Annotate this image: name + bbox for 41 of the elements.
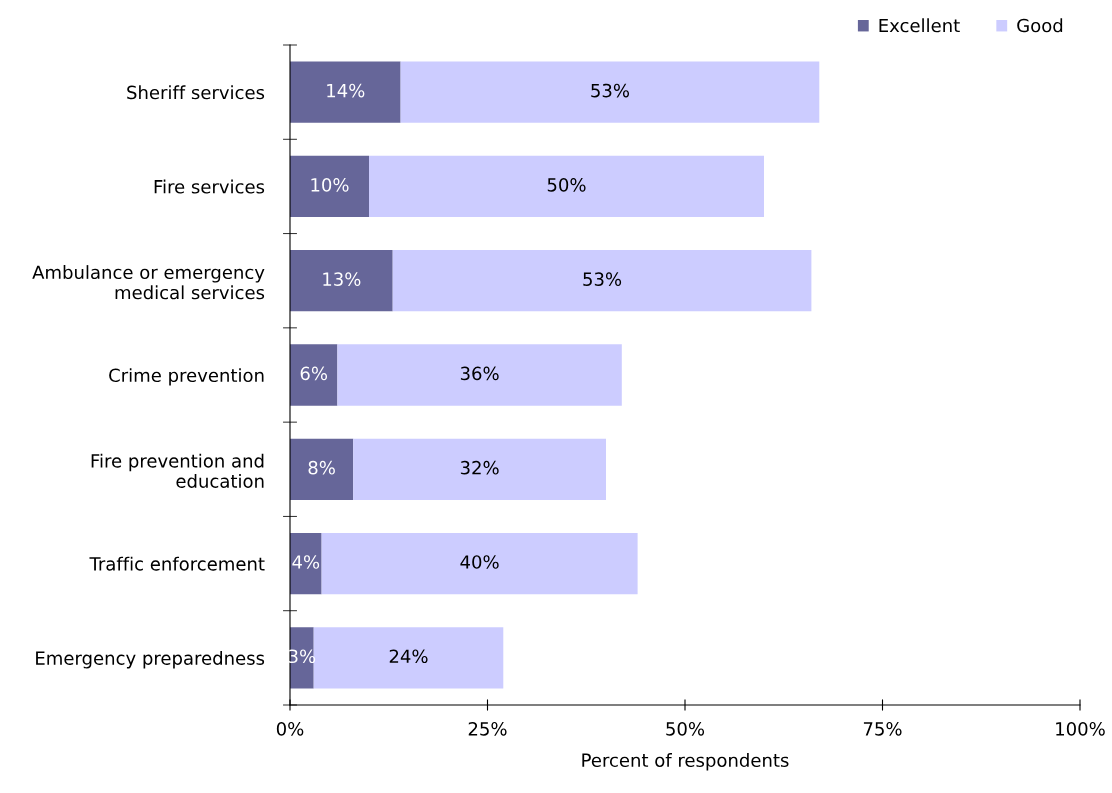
data-label: 40%	[460, 555, 499, 569]
x-axis-title: Percent of respondents	[582, 753, 789, 771]
bar	[290, 344, 338, 406]
legend-label: Excellent	[879, 18, 960, 33]
data-label: 8%	[308, 460, 335, 475]
bar	[313, 627, 504, 689]
bar	[369, 155, 764, 218]
x-tick-label: 75%	[863, 721, 902, 736]
bar	[321, 532, 638, 595]
data-label: 24%	[389, 649, 428, 664]
y-tick-label: Crime prevention	[109, 368, 264, 386]
bar	[290, 532, 322, 595]
x-tick-label: 50%	[666, 721, 705, 736]
data-label: 50%	[547, 178, 586, 192]
bar	[337, 344, 622, 406]
bar	[400, 61, 820, 123]
data-label: 53%	[591, 83, 630, 98]
bar	[290, 61, 401, 123]
data-label: 14%	[327, 83, 365, 98]
bar	[290, 438, 354, 500]
bar	[353, 438, 606, 500]
x-tick-label: 25%	[468, 721, 507, 736]
y-tick-label: Fire prevention and education	[91, 453, 264, 488]
data-label: 32%	[460, 460, 499, 475]
data-label: 13%	[323, 272, 361, 286]
bar	[290, 250, 393, 312]
data-label: 36%	[460, 366, 499, 381]
data-label: 4%	[292, 555, 320, 569]
bar	[392, 250, 812, 312]
y-tick-label: Fire services	[154, 179, 265, 194]
data-label: 53%	[583, 272, 622, 286]
y-tick-label: Emergency preparedness	[36, 651, 265, 669]
data-label: 6%	[300, 366, 328, 381]
x-tick-label: 100%	[1056, 721, 1105, 736]
y-tick-label: Sheriff services	[127, 85, 265, 100]
legend-label: Good	[1017, 18, 1063, 33]
x-tick-label: 0%	[276, 721, 304, 736]
y-tick-label: Ambulance or emergency medical services	[32, 265, 265, 300]
y-tick-label: Traffic enforcement	[89, 556, 265, 571]
data-label: 10%	[311, 178, 349, 192]
bar	[290, 155, 369, 218]
